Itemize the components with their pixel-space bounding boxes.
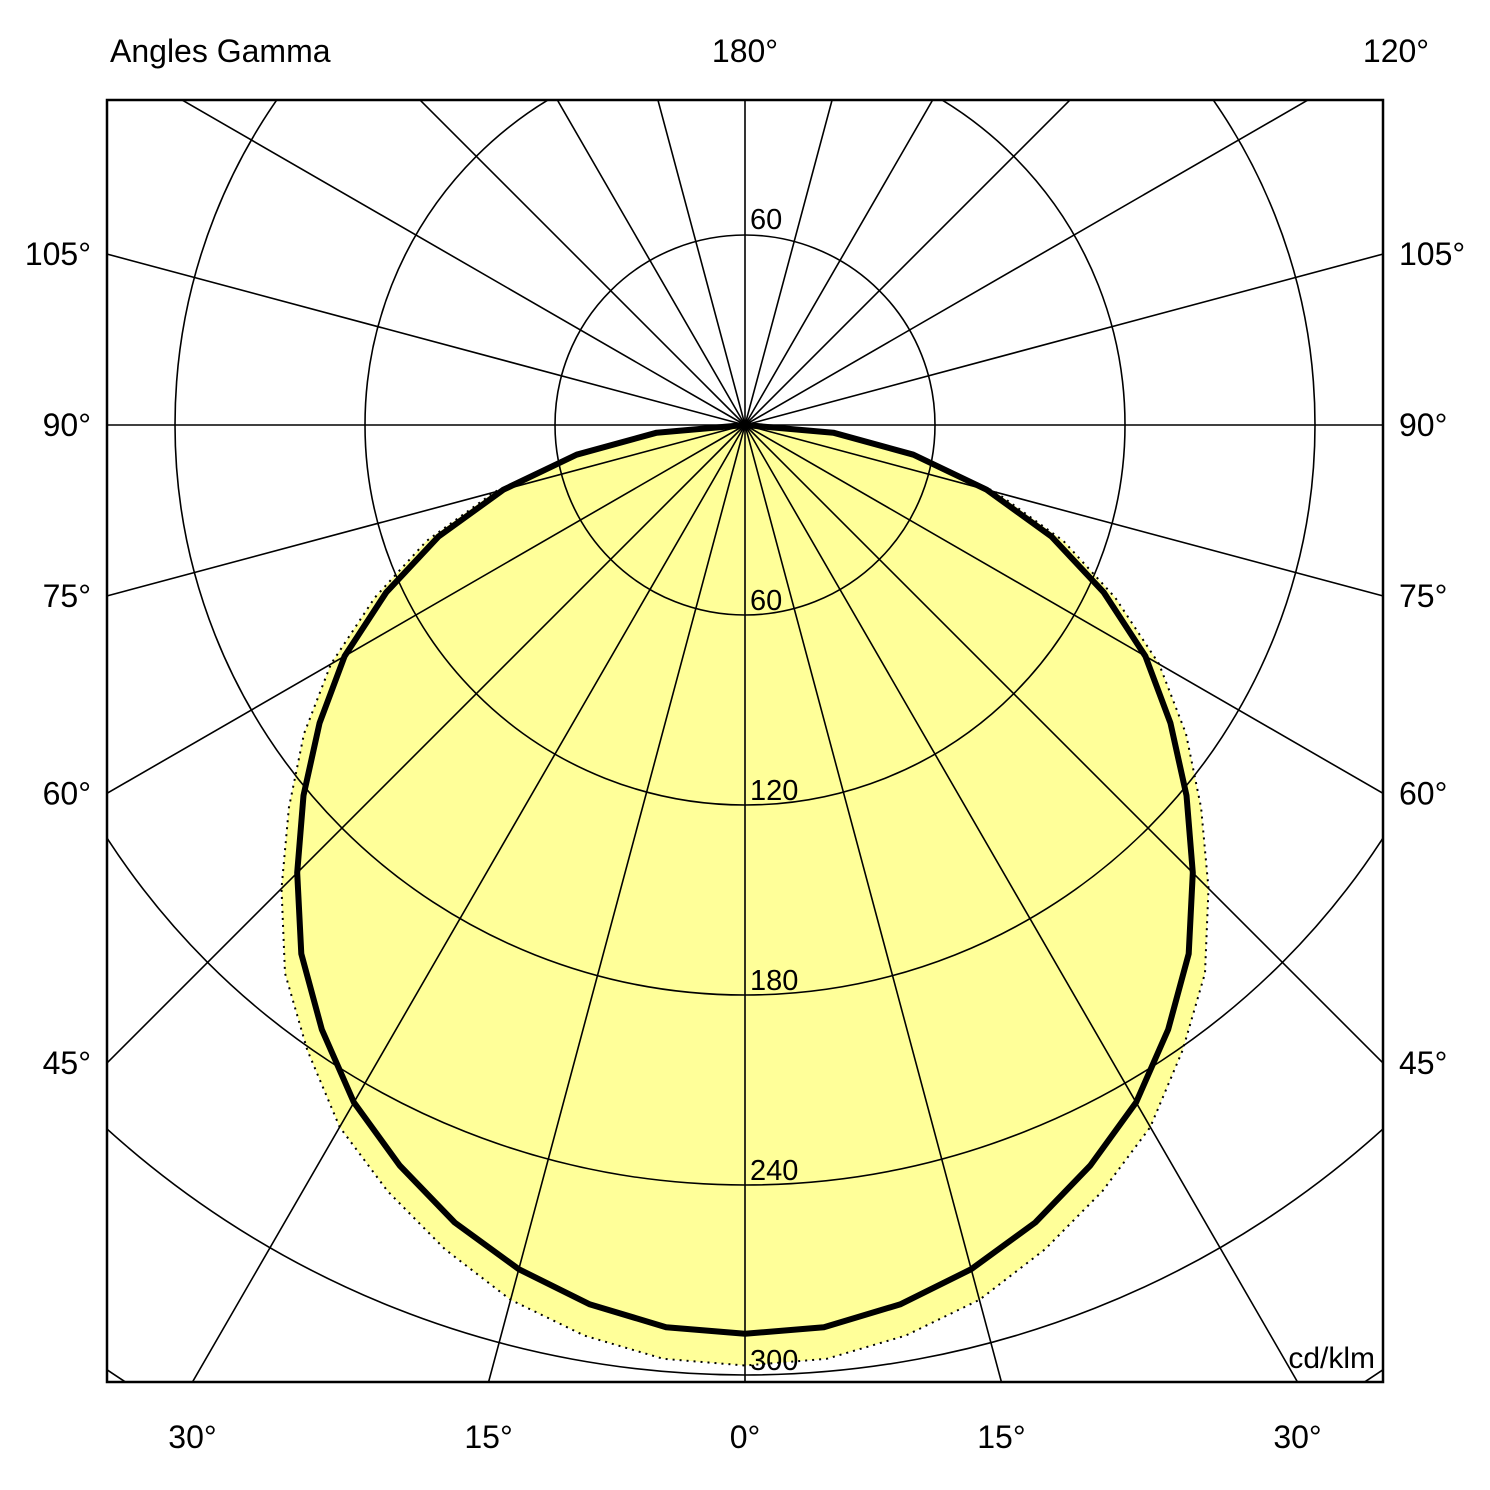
gamma-grid-line-315 [107, 424, 746, 1065]
gamma-label-bottom-r30: 30° [1273, 1419, 1321, 1455]
gamma-grid-line-105 [744, 253, 1383, 426]
gamma-label-right-90: 90° [1399, 407, 1447, 443]
gamma-label-bottom-l30: 30° [168, 1419, 216, 1455]
gamma-grid-line-60 [744, 424, 1383, 795]
gamma-grid-line-120 [744, 100, 1310, 426]
radial-tick-label-60: 60 [750, 585, 782, 617]
gamma-label-bottom-l15: 15° [464, 1419, 512, 1455]
gamma-grid-line-15 [744, 424, 1003, 1382]
radial-tick-label-120: 120 [750, 775, 798, 807]
gamma-grid-line-255 [107, 253, 746, 426]
gamma-label-top-180: 180° [712, 33, 778, 69]
gamma-label-bottom-c0: 0° [730, 1419, 761, 1455]
gamma-grid-line-240 [180, 100, 746, 426]
gamma-label-right-45: 45° [1399, 1045, 1447, 1081]
gamma-label-right-105: 105° [1399, 236, 1465, 272]
gamma-label-left-45: 45° [43, 1045, 91, 1081]
intensity-curve-c90-c270 [280, 423, 1210, 1367]
gamma-grid-line-30 [744, 424, 1299, 1382]
gamma-label-bottom-r15: 15° [977, 1419, 1025, 1455]
gamma-label-top-120: 120° [1363, 33, 1429, 69]
gamma-grid-line-225 [418, 100, 746, 426]
gamma-grid-line-345 [487, 424, 746, 1382]
plot-frame [105, 98, 1385, 1384]
radial-tick-label-180: 180 [750, 965, 798, 997]
gamma-grid-line-165 [744, 100, 833, 426]
unit-label: cd/klm [1288, 1342, 1375, 1375]
chart-title: Angles Gamma [110, 33, 331, 69]
gamma-label-left-75: 75° [43, 578, 91, 614]
gamma-label-left-90: 90° [43, 407, 91, 443]
gamma-grid-line-45 [744, 424, 1383, 1065]
radial-tick-label-240: 240 [750, 1155, 798, 1187]
gamma-grid-line-330 [191, 424, 746, 1382]
gamma-label-left-60: 60° [43, 775, 91, 811]
gamma-label-right-75: 75° [1399, 578, 1447, 614]
gamma-label-right-60: 60° [1399, 775, 1447, 811]
gamma-grid-line-150 [744, 100, 934, 426]
gamma-grid-line-135 [744, 100, 1072, 426]
intensity-curve-c0-c180 [294, 422, 1196, 1337]
gamma-grid-line-210 [556, 100, 746, 426]
radial-tick-label-upper-60: 60 [750, 204, 782, 236]
radial-tick-label-300: 300 [750, 1345, 798, 1377]
gamma-grid-line-195 [657, 100, 746, 426]
gamma-grid-line-300 [107, 424, 746, 795]
gamma-label-left-105: 105° [25, 236, 91, 272]
